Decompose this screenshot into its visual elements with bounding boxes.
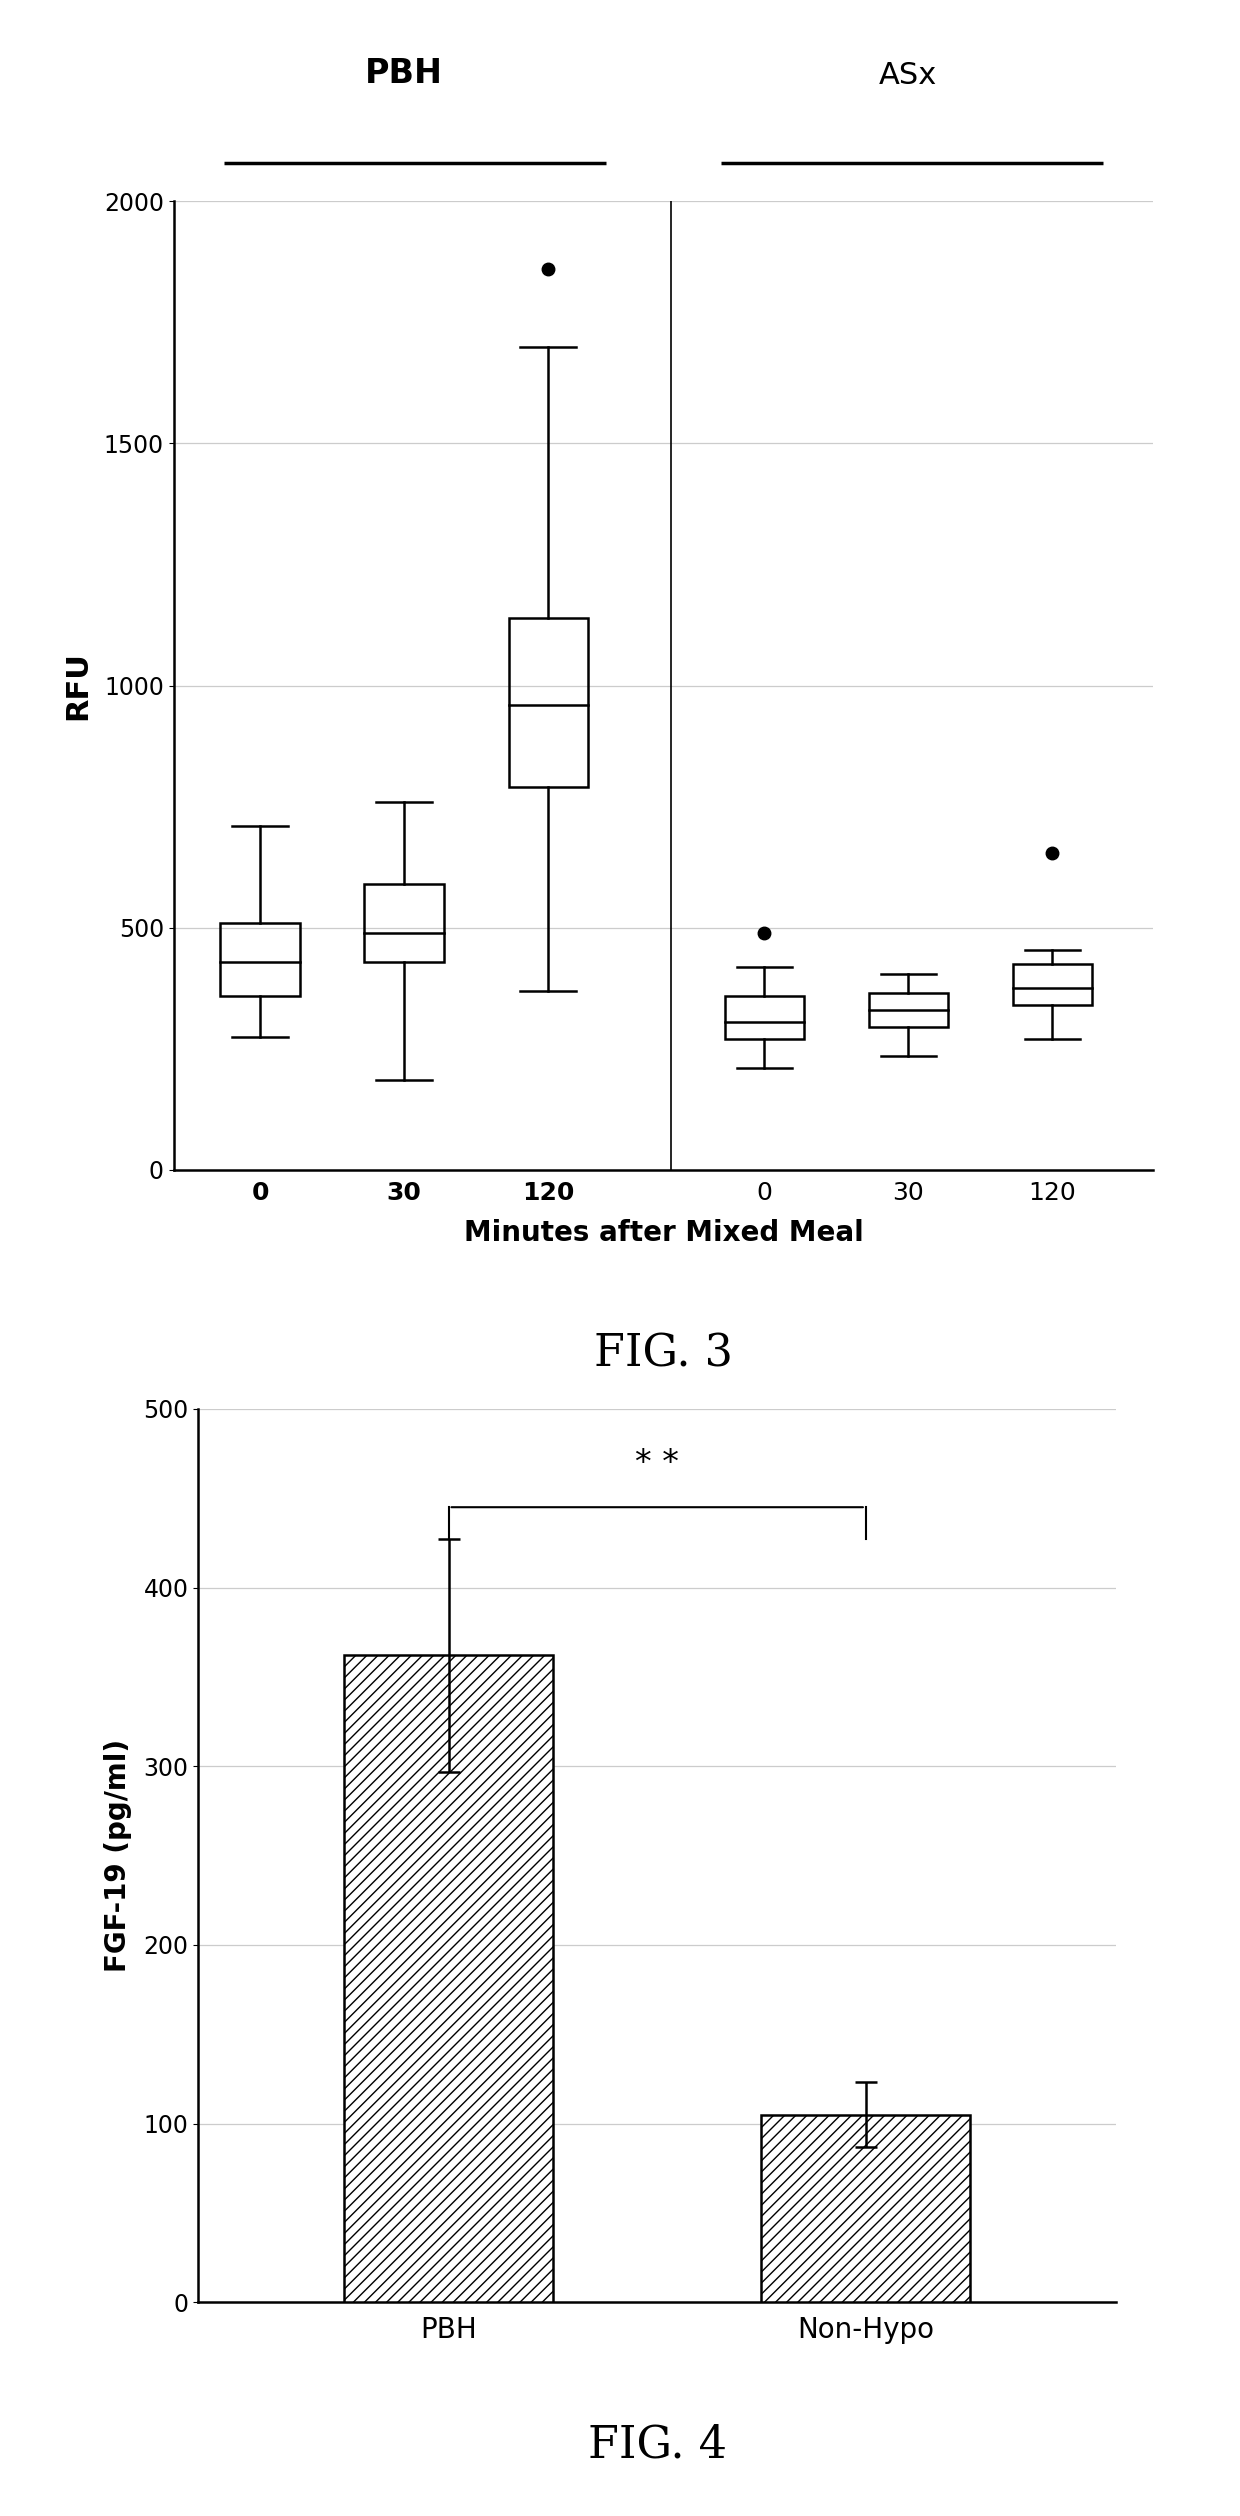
Y-axis label: FGF-19 (pg/ml): FGF-19 (pg/ml) [104,1739,133,1973]
Bar [508,619,588,788]
Text: ASx: ASx [879,60,937,91]
Text: * *: * * [635,1447,680,1479]
X-axis label: Minutes after Mixed Meal: Minutes after Mixed Meal [464,1218,863,1248]
Text: FIG. 3: FIG. 3 [594,1333,733,1376]
Bar [365,883,444,961]
Bar [1013,964,1092,1006]
Y-axis label: RFU: RFU [63,652,93,720]
Text: FIG. 4: FIG. 4 [588,2423,727,2466]
Bar [221,923,300,996]
Bar [761,2113,970,2302]
Bar [869,994,947,1027]
Text: PBH: PBH [365,58,443,91]
Bar [724,996,804,1039]
Bar [345,1656,553,2302]
